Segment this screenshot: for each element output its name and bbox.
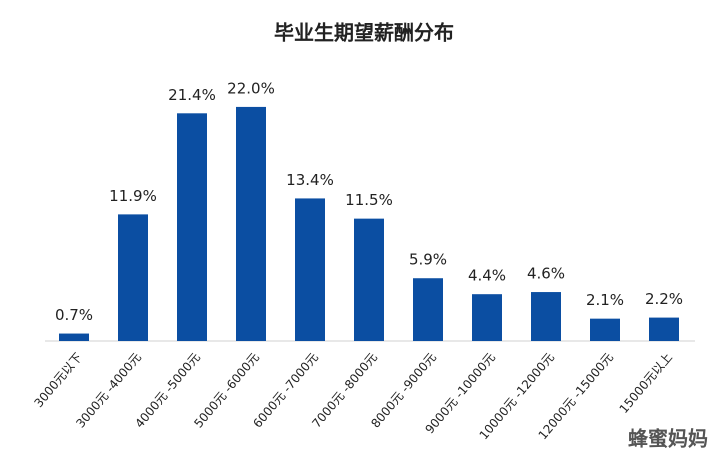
bar — [177, 113, 207, 341]
bar — [354, 218, 384, 341]
value-label: 2.2% — [645, 290, 683, 308]
value-label: 0.7% — [55, 306, 93, 324]
value-label: 4.4% — [468, 267, 506, 285]
value-label: 13.4% — [286, 171, 334, 189]
value-label: 2.1% — [586, 291, 624, 309]
bar — [531, 292, 561, 341]
bar — [118, 214, 148, 341]
bar — [295, 198, 325, 341]
bar — [472, 294, 502, 341]
value-label: 11.5% — [345, 191, 393, 209]
bar — [59, 333, 89, 341]
bar — [236, 106, 266, 341]
value-label: 22.0% — [227, 79, 275, 97]
bar — [649, 317, 679, 341]
value-label: 4.6% — [527, 265, 565, 283]
chart-title: 毕业生期望薪酬分布 — [274, 21, 454, 45]
value-label: 5.9% — [409, 251, 447, 269]
value-label: 11.9% — [109, 187, 157, 205]
watermark: 蜂蜜妈妈 — [628, 427, 708, 451]
value-label: 21.4% — [168, 86, 216, 104]
bar — [413, 278, 443, 341]
bar — [590, 318, 620, 341]
